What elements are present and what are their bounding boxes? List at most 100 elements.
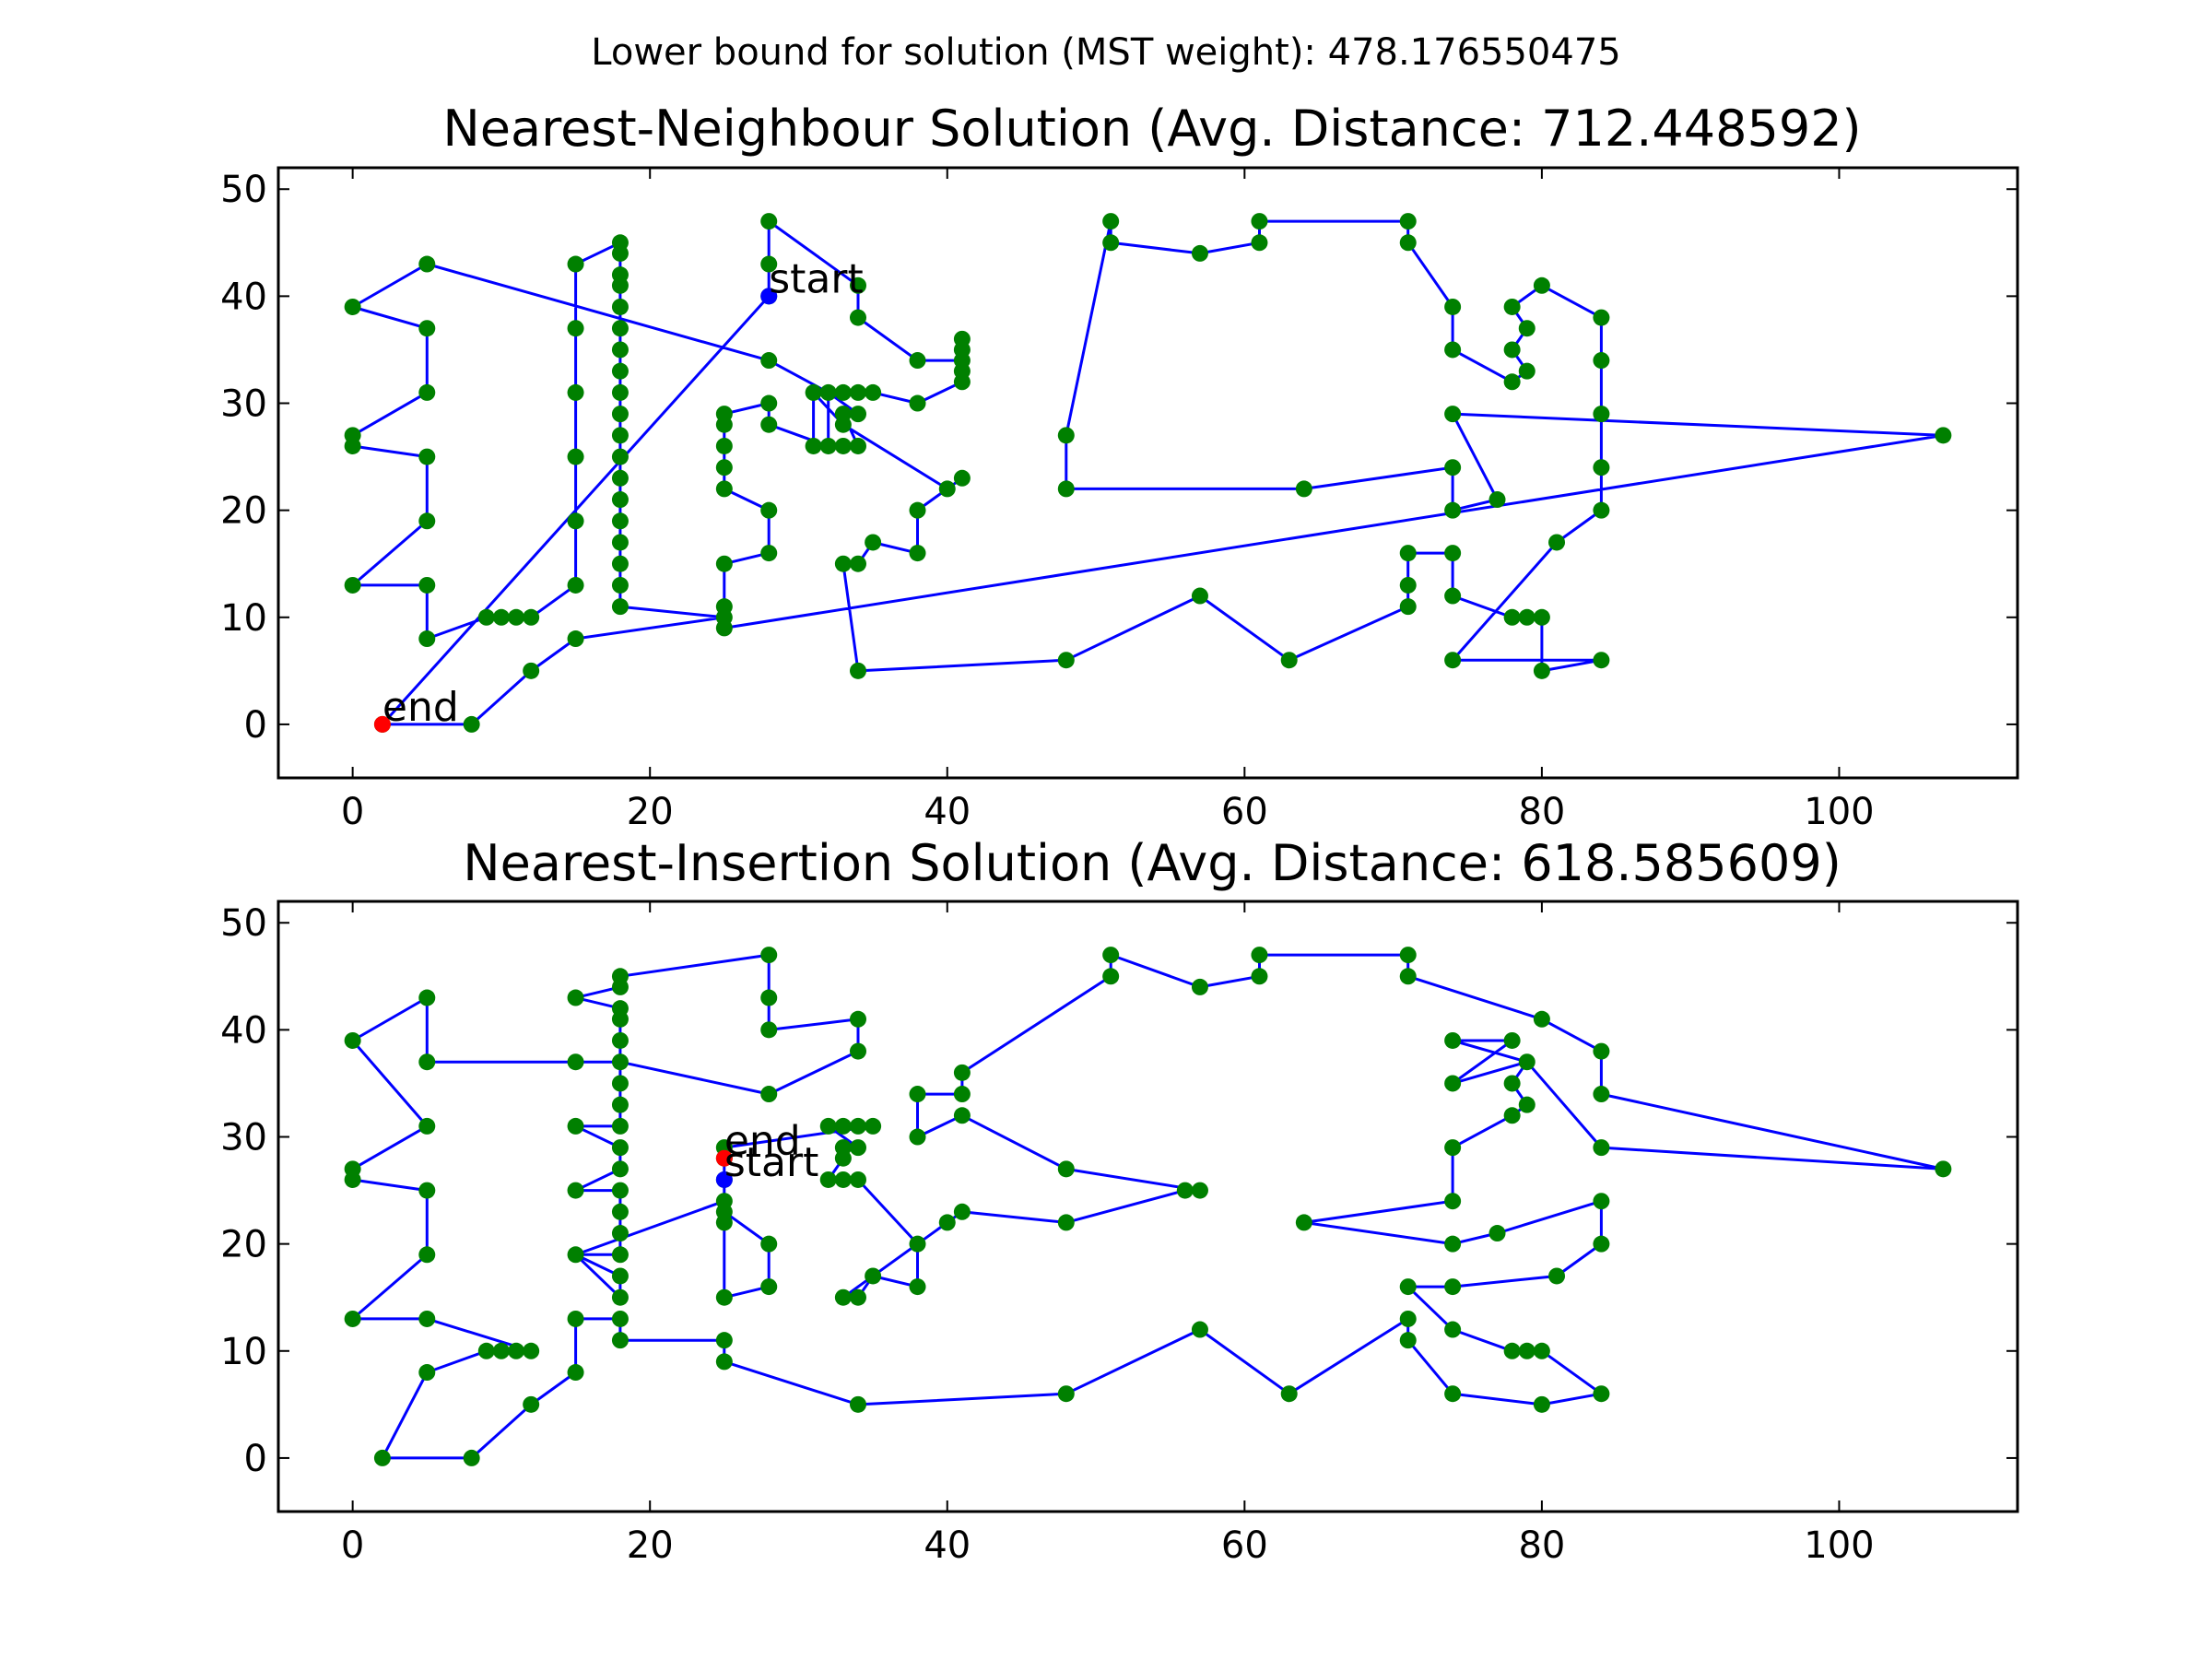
city-point [938,1214,956,1231]
city-point [418,320,436,337]
city-point [611,1246,629,1264]
city-point [418,989,436,1006]
city-point [850,1288,866,1306]
city-point [611,555,629,572]
city-point [1399,1310,1417,1327]
city-point [834,1171,852,1188]
y-tick-label: 10 [220,597,267,640]
city-point [1503,1107,1521,1124]
city-point [1503,1075,1521,1092]
city-point [1533,1395,1550,1413]
city-point [611,512,629,530]
city-point [760,352,778,370]
city-point [567,1182,584,1199]
x-tick-label: 20 [627,1524,674,1567]
city-point [1399,947,1417,964]
city-point [715,480,733,498]
city-point [760,255,778,273]
end-label: end [724,1118,801,1165]
city-point [850,1139,866,1157]
city-point [1488,1225,1506,1242]
city-point [344,1160,361,1178]
city-point [344,437,361,454]
city-point [819,1171,837,1188]
city-point [611,1182,629,1199]
city-point [1102,947,1120,964]
city-point [1444,1278,1462,1296]
y-tick-label: 30 [220,383,267,426]
x-tick-label: 40 [924,791,971,833]
city-point [1444,1031,1462,1049]
city-point [1399,968,1417,985]
city-point [523,662,540,679]
y-tick-label: 50 [220,169,267,211]
end-point [373,715,391,733]
city-point [1102,234,1120,252]
city-point [567,383,584,401]
city-point [850,1171,866,1188]
city-point [1399,234,1417,252]
city-point [1444,545,1462,562]
city-point [1593,309,1610,326]
city-point [760,1278,778,1296]
city-point [1057,1160,1075,1178]
city-point [850,1117,866,1135]
city-point [1444,1075,1462,1092]
city-point [1057,1385,1075,1403]
city-point [611,1225,629,1242]
city-point [1533,1342,1550,1359]
city-point [1444,1235,1462,1253]
city-point [344,576,361,594]
city-point [611,1075,629,1092]
city-point [760,416,778,433]
city-point [492,608,510,626]
city-point [1191,1182,1208,1199]
city-point [611,1053,629,1071]
city-point [1102,213,1120,230]
x-tick-label: 100 [1804,1524,1874,1567]
city-point [715,1288,733,1306]
city-point [760,213,778,230]
city-point [1503,1031,1521,1049]
x-tick-label: 20 [627,791,674,833]
city-point [1444,1139,1462,1157]
city-point [834,437,852,454]
city-point [953,1107,971,1124]
x-tick-label: 0 [341,1524,364,1567]
city-point [1503,341,1521,359]
city-point [1593,1086,1610,1103]
city-point [909,1128,926,1146]
city-point [1191,1321,1208,1338]
city-point [567,1117,584,1135]
city-point [567,1310,584,1327]
city-point [834,1288,852,1306]
city-point [834,1149,852,1167]
city-point [1444,501,1462,519]
city-point [909,545,926,562]
city-point [1593,1042,1610,1060]
city-point [1518,1053,1535,1071]
city-point [805,437,822,454]
city-point [611,276,629,294]
city-point [477,1342,495,1359]
city-point [865,383,882,401]
city-point [953,1064,971,1081]
city-point [1295,480,1312,498]
city-point [611,598,629,616]
city-point [567,255,584,273]
y-tick-label: 20 [220,490,267,533]
city-point [611,1031,629,1049]
city-point [523,608,540,626]
city-point [418,1246,436,1264]
city-point [418,1310,436,1327]
city-point [1444,1321,1462,1338]
city-point [508,608,525,626]
figure-suptitle: Lower bound for solution (MST weight): 4… [591,31,1620,74]
city-point [1280,652,1298,669]
city-point [909,394,926,412]
city-point [1057,480,1075,498]
city-point [850,555,866,572]
city-point [418,630,436,648]
city-point [1251,968,1268,985]
city-point [418,448,436,465]
